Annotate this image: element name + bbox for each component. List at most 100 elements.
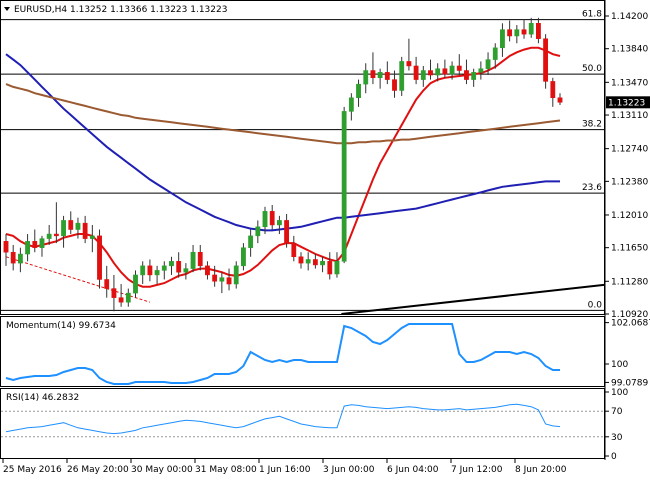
- candle: [269, 204, 275, 230]
- time-tick-label: 31 May 08:00: [195, 465, 257, 475]
- candle: [140, 261, 146, 285]
- candle: [125, 288, 131, 307]
- candle: [161, 261, 167, 280]
- fib-label: 23.6: [582, 183, 602, 193]
- fib-label: 61.8: [582, 10, 602, 20]
- candle: [147, 259, 153, 282]
- candle: [312, 254, 318, 269]
- candle: [212, 265, 218, 287]
- candle: [449, 61, 455, 80]
- candle: [557, 93, 563, 106]
- candle: [154, 265, 160, 285]
- rsi-pane: 100 70 30 0: [1, 388, 628, 462]
- rsi-pane-frame: [0, 388, 605, 459]
- price-tick-label: 1.13840: [611, 45, 648, 55]
- candle: [442, 59, 448, 78]
- candle: [543, 34, 549, 89]
- candle: [435, 63, 441, 82]
- candle: [169, 256, 174, 275]
- candle: [456, 54, 462, 76]
- candlesticks: [3, 17, 563, 312]
- time-tick-label: 3 Jun 00:00: [323, 465, 375, 475]
- price-tick-label: 1.11650: [611, 244, 648, 254]
- candle: [248, 229, 254, 257]
- time-axis: 25 May 2016 26 May 20:00 30 May 00:00 31 Ma…: [2, 459, 567, 475]
- candle: [262, 206, 268, 235]
- collapse-arrow-icon[interactable]: [4, 7, 10, 11]
- candle: [356, 79, 361, 107]
- candle: [46, 224, 52, 245]
- candle: [320, 256, 325, 273]
- candle: [500, 23, 505, 57]
- time-tick-label: 25 May 2016: [3, 465, 62, 475]
- candle: [82, 215, 88, 244]
- momentum-tick-label: 99.0789: [611, 378, 648, 388]
- price-tick-label: 1.12380: [611, 177, 648, 187]
- candle: [53, 202, 59, 244]
- bullish-trendline: [341, 283, 605, 315]
- rsi-tick-label: 100: [611, 388, 628, 398]
- candle: [255, 220, 261, 244]
- price-tick-label: 1.13110: [611, 111, 648, 121]
- rsi-tick-label: 70: [611, 407, 623, 417]
- rsi-label: RSI(14) 46.2832: [6, 393, 79, 403]
- current-price-box: [606, 96, 650, 109]
- momentum-pane: 102.0687 100 99.0789: [5, 319, 650, 388]
- candle: [392, 70, 397, 98]
- time-tick-label: 8 Jun 20:00: [515, 465, 567, 475]
- candle: [377, 68, 383, 89]
- price-axis: 1.14200 1.13840 1.13470 1.13110 1.12740 1.123…: [605, 12, 650, 320]
- candle: [478, 61, 484, 80]
- candle: [176, 252, 182, 278]
- candle: [384, 61, 390, 85]
- time-tick-label: 6 Jun 04:00: [387, 465, 439, 475]
- candle: [334, 252, 340, 278]
- candle: [471, 68, 477, 87]
- candle: [61, 215, 66, 248]
- candle: [291, 235, 297, 262]
- price-tick-label: 1.11280: [611, 277, 648, 287]
- candle: [32, 229, 38, 253]
- candle: [190, 244, 196, 273]
- rsi-line: [5, 403, 561, 435]
- candle: [413, 56, 419, 85]
- trendlines: [5, 256, 605, 315]
- candle: [17, 247, 23, 273]
- sma-slow-line: [5, 83, 561, 145]
- price-tick-label: 1.14200: [611, 12, 648, 22]
- candle: [3, 234, 9, 266]
- candle: [276, 215, 282, 235]
- candle: [133, 270, 138, 298]
- candle: [370, 52, 376, 85]
- candle: [68, 211, 74, 235]
- candle: [298, 252, 304, 269]
- fib-label: 38.2: [582, 120, 602, 130]
- time-tick-label: 7 Jun 12:00: [451, 465, 503, 475]
- time-tick-label: 30 May 00:00: [131, 465, 193, 475]
- momentum-tick-label: 102.0687: [611, 319, 650, 329]
- candle: [399, 56, 405, 96]
- candle: [89, 224, 95, 253]
- candle: [348, 93, 354, 121]
- fibonacci-levels: 61.8 50.0 38.2 23.6 0.0: [0, 10, 604, 311]
- candle: [284, 214, 290, 248]
- candle: [514, 25, 520, 44]
- momentum-tick-label: 100: [611, 360, 628, 370]
- rsi-tick-label: 0: [611, 452, 617, 462]
- candle: [75, 217, 81, 239]
- price-tick-label: 1.12740: [611, 145, 648, 155]
- candle: [118, 284, 124, 307]
- candle: [97, 229, 102, 289]
- candle: [233, 261, 239, 289]
- price-tick-label: 1.13470: [611, 78, 648, 88]
- candle: [507, 20, 513, 42]
- candle: [39, 235, 45, 257]
- sma-mid-line: [5, 53, 560, 232]
- candle: [104, 265, 110, 298]
- candle: [25, 234, 30, 262]
- candle: [111, 274, 117, 312]
- candle: [406, 38, 412, 71]
- rsi-tick-label: 30: [611, 433, 623, 443]
